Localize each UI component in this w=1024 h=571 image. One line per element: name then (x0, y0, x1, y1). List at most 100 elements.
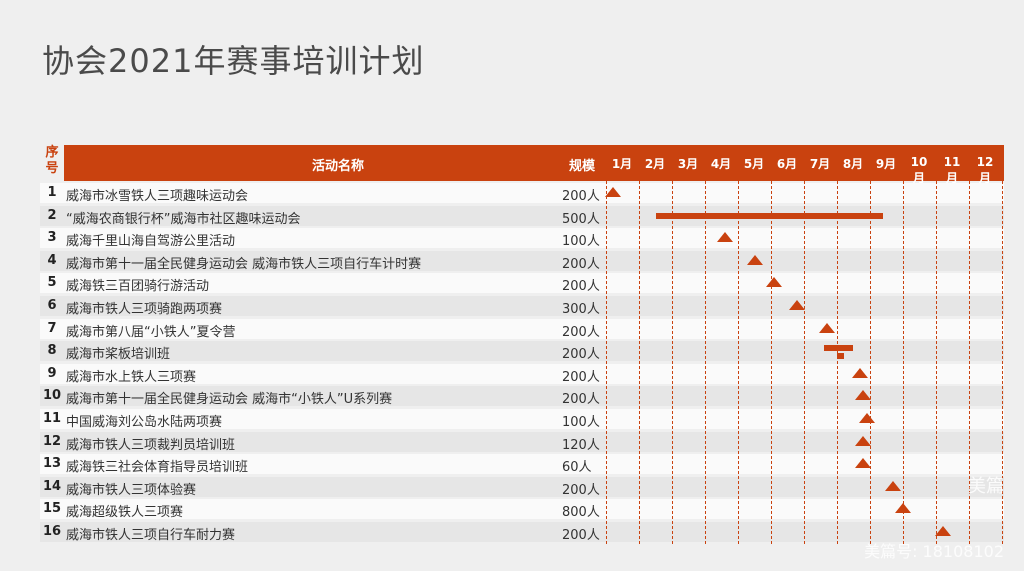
row-activity-name: 威海市铁人三项裁判员培训班 (66, 437, 236, 453)
month-gridline (870, 181, 871, 544)
table-row: 5 威海铁三百团骑行游活动 200人 (40, 273, 1004, 295)
row-scale: 200人 (562, 482, 600, 498)
month-gridline (639, 181, 640, 544)
row-activity-name: 威海市第八届“小铁人”夏令营 (66, 324, 236, 340)
table-row: 16 威海市铁人三项自行车耐力赛 200人 (40, 522, 1004, 543)
row-index: 5 (47, 275, 57, 291)
row-index: 2 (47, 207, 57, 223)
row-index: 9 (47, 365, 57, 381)
page-title: 协会2021年赛事培训计划 (42, 42, 425, 80)
row-index: 1 (47, 185, 57, 200)
row-index: 3 (47, 230, 57, 246)
table-row: 15 威海超级铁人三项赛 800人 (40, 499, 1004, 521)
row-scale: 100人 (562, 415, 600, 430)
row-scale: 200人 (562, 392, 600, 408)
row-activity-name: 威海市铁人三项骑跑两项赛 (66, 302, 223, 317)
table-row: 3 威海千里山海自驾游公里活动 100人 (40, 228, 1004, 250)
table-row: 2 “威海农商银行杯”威海市社区趣味运动会 500人 (40, 205, 1004, 227)
row-activity-name: 威海铁三社会体育指导员培训班 (66, 460, 249, 476)
row-scale: 300人 (562, 302, 600, 317)
month-header-11: 11月 (943, 155, 961, 185)
row-activity-name: 威海超级铁人三项赛 (66, 505, 184, 521)
month-gridline (837, 181, 838, 544)
milestone-marker (852, 367, 869, 378)
month-gridline (903, 181, 904, 544)
row-activity-name: 威海千里山海自驾游公里活动 (66, 234, 236, 250)
row-scale: 500人 (562, 211, 600, 227)
month-header-3: 3月 (677, 157, 699, 171)
table-row: 9 威海市水上铁人三项赛 200人 (40, 363, 1004, 385)
table-row: 7 威海市第八届“小铁人”夏令营 200人 (40, 318, 1004, 340)
milestone-marker (766, 277, 783, 288)
month-gridline (936, 181, 937, 544)
row-activity-name: 威海市第十一届全民健身运动会 威海市铁人三项自行车计时赛 (66, 256, 422, 272)
month-header-2: 2月 (644, 157, 666, 171)
table-row: 10 威海市第十一届全民健身运动会 威海市“小铁人”U系列赛 200人 (40, 386, 1004, 408)
month-gridline (969, 181, 970, 544)
row-scale: 800人 (562, 505, 600, 521)
row-activity-name: 威海市水上铁人三项赛 (66, 369, 197, 385)
row-scale: 120人 (562, 437, 600, 453)
row-activity-name: 中国威海刘公岛水陆两项赛 (66, 415, 223, 430)
table-row: 13 威海铁三社会体育指导员培训班 60人 (40, 454, 1004, 476)
row-index: 10 (42, 388, 62, 404)
milestone-marker (716, 232, 733, 243)
milestone-marker (855, 435, 872, 446)
row-index: 6 (47, 298, 57, 313)
row-index: 8 (47, 343, 57, 359)
row-index: 11 (42, 411, 62, 426)
table-row: 14 威海市铁人三项体验赛 200人 (40, 476, 1004, 498)
table-row: 8 威海市桨板培训班 200人 (40, 341, 1004, 363)
milestone-marker (885, 480, 902, 491)
milestone-marker (858, 413, 875, 423)
row-scale: 60人 (562, 460, 592, 476)
range-bar-secondary (837, 353, 844, 360)
row-scale: 200人 (562, 189, 600, 204)
row-index: 7 (47, 320, 57, 336)
header-index-text: 序号 (45, 145, 59, 176)
row-activity-name: 威海市铁人三项自行车耐力赛 (66, 528, 236, 543)
milestone-marker (855, 458, 872, 469)
row-index: 13 (42, 456, 62, 472)
row-index: 15 (42, 501, 62, 517)
row-index: 4 (47, 252, 57, 268)
month-gridline (804, 181, 805, 544)
month-header-8: 8月 (842, 157, 864, 171)
month-gridline (1002, 181, 1003, 544)
range-bar (655, 212, 884, 219)
header-index-label: 序号 (40, 145, 64, 181)
month-gridline (672, 181, 673, 544)
month-header-12: 12月 (976, 155, 994, 185)
month-header-5: 5月 (743, 157, 765, 171)
milestone-marker (855, 390, 872, 401)
row-activity-name: 威海市桨板培训班 (66, 347, 171, 363)
milestone-marker (789, 300, 806, 310)
row-scale: 200人 (562, 369, 600, 385)
milestone-marker (746, 254, 763, 265)
watermark-id: 美篇号: 18108102 (864, 542, 1004, 561)
row-activity-name: 威海市铁人三项体验赛 (66, 482, 197, 498)
row-scale: 200人 (562, 279, 600, 295)
row-activity-name: “威海农商银行杯”威海市社区趣味运动会 (66, 211, 301, 227)
row-scale: 200人 (562, 256, 600, 272)
header-activity-name: 活动名称 (312, 159, 365, 174)
table-row: 1 威海市冰雪铁人三项趣味运动会 200人 (40, 183, 1004, 204)
row-activity-name: 威海市第十一届全民健身运动会 威海市“小铁人”U系列赛 (66, 392, 393, 408)
milestone-marker (934, 526, 951, 536)
milestone-marker (604, 187, 621, 197)
table-row: 12 威海市铁人三项裁判员培训班 120人 (40, 431, 1004, 453)
row-index: 16 (42, 524, 62, 539)
row-index: 14 (42, 478, 62, 494)
milestone-marker (895, 503, 911, 514)
header-scale: 规模 (569, 159, 596, 174)
row-scale: 100人 (562, 234, 600, 250)
month-header-10: 10月 (910, 155, 928, 185)
month-gridline (771, 181, 772, 544)
row-scale: 200人 (562, 347, 600, 363)
table-header: 活动名称 规模 1月 2月 3月 4月 5月 6月 7月 8月 9月 10月 11月 12月 (64, 145, 1004, 185)
table-row: 4 威海市第十一届全民健身运动会 威海市铁人三项自行车计时赛 200人 (40, 250, 1004, 272)
row-scale: 200人 (562, 324, 600, 340)
row-activity-name: 威海铁三百团骑行游活动 (66, 279, 210, 295)
month-header-7: 7月 (809, 157, 831, 171)
month-header-9: 9月 (875, 157, 897, 171)
